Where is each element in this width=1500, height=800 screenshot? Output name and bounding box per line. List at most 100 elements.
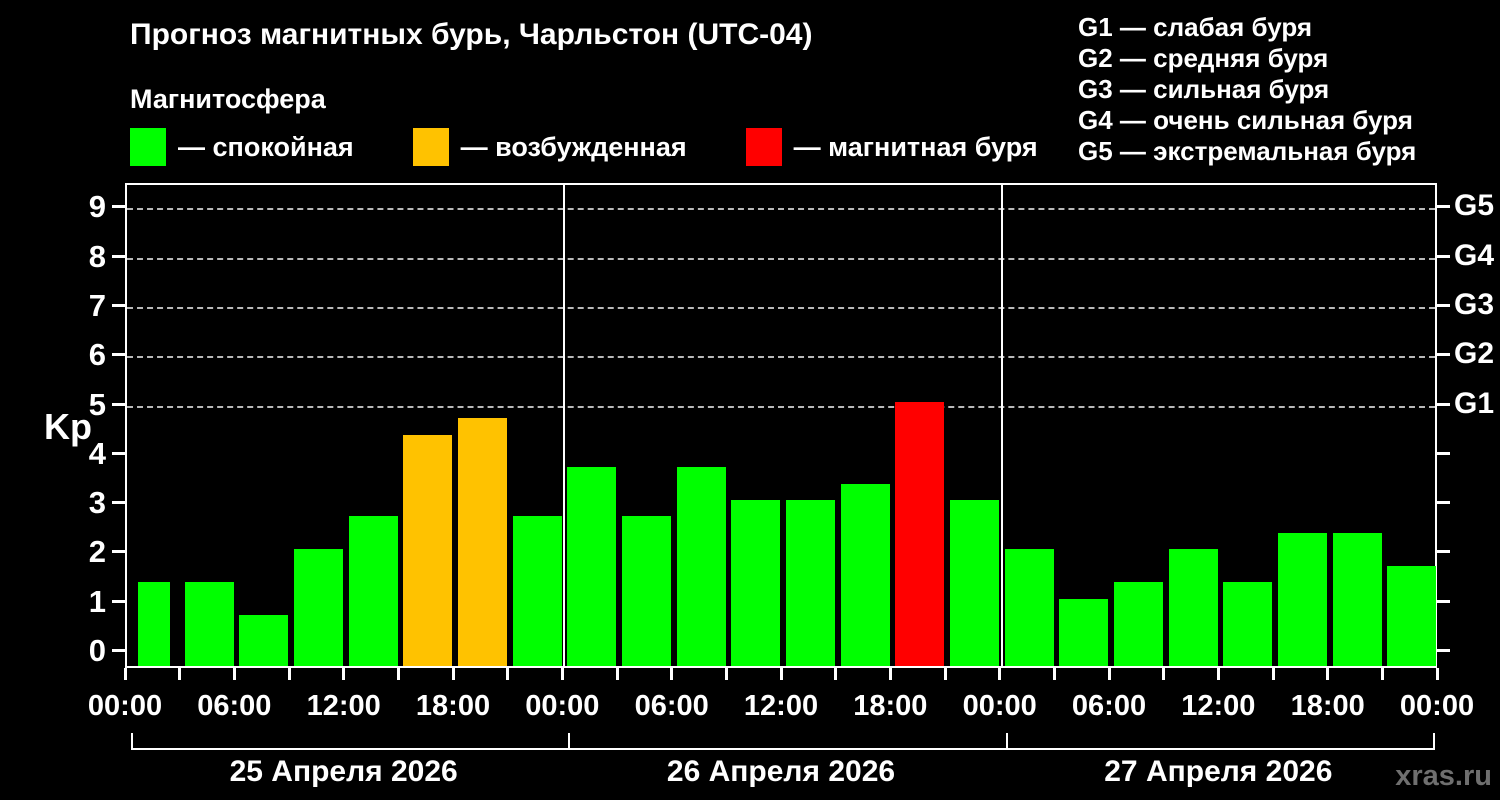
date-bracket-tick xyxy=(1433,733,1435,750)
g-level-label: G2 xyxy=(1454,337,1495,371)
y-axis-tick-right xyxy=(1437,254,1450,258)
kp-bar xyxy=(512,516,562,666)
kp-bar xyxy=(293,549,343,666)
storm-level-legend: — спокойная — возбужденная — магнитная б… xyxy=(130,128,1038,166)
y-axis-tick-left xyxy=(112,550,125,554)
g-level-label: G4 xyxy=(1454,238,1495,272)
y-axis-tick-right xyxy=(1437,599,1450,603)
x-axis-tick xyxy=(1107,668,1111,680)
excited-color-swatch xyxy=(412,128,449,166)
kp-gridline xyxy=(127,208,1435,211)
kp-gridline xyxy=(127,356,1435,359)
kp-bar xyxy=(1332,533,1382,666)
kp-bar-partial xyxy=(1413,582,1434,666)
kp-bar xyxy=(184,582,234,666)
x-axis-tick xyxy=(779,668,783,680)
time-label: 18:00 xyxy=(415,690,491,722)
time-label: 00:00 xyxy=(87,690,163,722)
x-axis-tick xyxy=(670,668,674,680)
x-axis-tick xyxy=(998,668,1002,680)
kp-bar xyxy=(1113,582,1163,666)
x-axis-tick xyxy=(1380,668,1384,680)
g-legend-line-g2: G2 — средняя буря xyxy=(1078,43,1329,73)
kp-bar xyxy=(1004,549,1054,666)
x-axis-tick xyxy=(287,668,291,680)
legend-label-storm: — магнитная буря xyxy=(793,131,1038,162)
kp-bar xyxy=(676,467,726,666)
y-axis-tick-left xyxy=(112,501,125,505)
y-axis-tick-right xyxy=(1437,501,1450,505)
date-bracket-tick xyxy=(1005,733,1008,750)
legend-label-quiet: — спокойная xyxy=(178,131,354,162)
y-axis-tick-left xyxy=(112,205,125,209)
x-axis-tick xyxy=(178,668,182,680)
kp-bar xyxy=(785,500,835,666)
x-axis-tick xyxy=(724,668,728,680)
legend-item-quiet: — спокойная xyxy=(130,128,354,166)
x-axis-tick xyxy=(1435,668,1439,680)
x-axis-tick xyxy=(1216,668,1220,680)
g-legend-line-g4: G4 — очень сильная буря xyxy=(1078,105,1413,135)
y-axis-tick-left xyxy=(112,599,125,603)
y-tick-label: 5 xyxy=(88,386,106,422)
y-tick-label: 9 xyxy=(88,189,106,225)
g-level-label: G3 xyxy=(1454,287,1495,321)
day-separator-line xyxy=(563,185,566,666)
g-level-label: G1 xyxy=(1454,386,1495,420)
date-label: 25 Апреля 2026 xyxy=(229,755,458,788)
kp-bar xyxy=(895,401,945,666)
date-bracket-tick xyxy=(568,733,571,750)
x-axis-tick xyxy=(232,668,236,680)
date-label: 26 Апреля 2026 xyxy=(666,755,896,788)
y-axis-tick-left xyxy=(112,353,125,357)
time-label: 12:00 xyxy=(743,690,819,722)
kp-gridline xyxy=(127,405,1435,408)
y-axis-tick-left xyxy=(112,402,125,406)
y-axis-tick-right xyxy=(1437,649,1450,652)
x-axis-tick xyxy=(834,668,838,680)
kp-bar xyxy=(621,516,671,666)
y-axis-tick-right xyxy=(1437,303,1450,307)
y-axis-title: Kp xyxy=(44,406,92,447)
quiet-color-swatch xyxy=(130,128,166,166)
y-tick-label: 4 xyxy=(88,435,106,471)
x-axis-tick xyxy=(506,668,510,680)
g-level-label: G5 xyxy=(1454,189,1495,223)
y-axis-tick-right xyxy=(1437,353,1450,357)
y-axis-tick-left xyxy=(112,649,125,652)
x-axis-tick xyxy=(943,668,947,680)
kp-bar xyxy=(731,500,781,666)
y-axis-tick-right xyxy=(1437,550,1450,554)
kp-bar xyxy=(138,582,171,666)
y-axis-tick-right xyxy=(1437,451,1450,455)
x-axis-tick xyxy=(615,668,619,680)
g-legend-line-g5: G5 — экстремальная буря xyxy=(1078,136,1417,166)
x-axis-tick xyxy=(342,668,346,680)
kp-bar xyxy=(239,614,289,666)
kp-bar xyxy=(949,500,999,666)
time-label: 06:00 xyxy=(1071,690,1147,722)
y-tick-label: 6 xyxy=(88,337,106,373)
legend-item-excited: — возбужденная xyxy=(412,128,687,166)
x-axis-tick xyxy=(1052,668,1056,680)
x-axis-tick xyxy=(560,668,564,680)
kp-bar xyxy=(348,516,398,666)
legend-label-excited: — возбужденная xyxy=(460,131,687,162)
time-label-final: 00:00 xyxy=(1399,690,1475,722)
time-label: 00:00 xyxy=(525,690,600,722)
time-label: 06:00 xyxy=(197,690,272,722)
g-legend-line-g3: G3 — сильная буря xyxy=(1078,74,1330,104)
date-label: 27 Апреля 2026 xyxy=(1104,755,1333,788)
y-tick-label: 8 xyxy=(88,238,106,274)
kp-gridline xyxy=(127,257,1435,260)
magnetosphere-subtitle: Магнитосфера xyxy=(130,84,326,114)
y-axis-tick-right xyxy=(1437,402,1450,406)
x-axis-tick xyxy=(451,668,455,680)
x-axis-tick xyxy=(396,668,400,680)
kp-bar xyxy=(1277,533,1327,666)
kp-bar-chart-plot-area xyxy=(125,183,1437,668)
storm-color-swatch xyxy=(745,128,782,166)
y-axis-tick-left xyxy=(112,303,125,307)
kp-bar xyxy=(840,483,890,666)
